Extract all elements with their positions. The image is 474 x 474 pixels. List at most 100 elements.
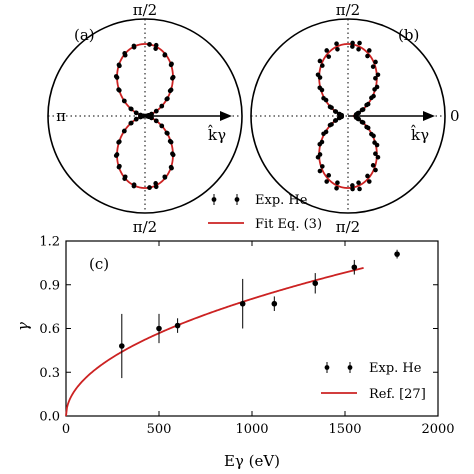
polar-a-point-36-upper: [114, 152, 120, 157]
polar-b-point-3-lower: [370, 163, 376, 168]
panel-label-b: (b): [398, 26, 419, 44]
polar-a-point-28-upper: [165, 131, 170, 136]
polar-a-point-35-upper: [117, 163, 122, 169]
data-point-3: [239, 300, 246, 307]
polar-b-point-25-lower: [373, 76, 378, 81]
polar-b-point-28-lower: [365, 101, 371, 107]
polar-a-point-25-lower: [168, 62, 174, 68]
polar-a-point-30-upper: [154, 118, 159, 124]
data-point-6: [351, 264, 358, 271]
polar-a-point-26-upper: [170, 152, 176, 158]
polar-b-point-26-upper: [374, 142, 380, 148]
polar-legend-fit-label: Fit Eq. (3): [255, 217, 322, 232]
chart-c: 0 500 1000 1500 2000 0.0 0.3 0.6 0.9 1.2 (c) γ Eγ…: [14, 235, 455, 471]
x-tick-label: 1500: [328, 422, 361, 437]
polar-b-point-13-upper: [317, 58, 323, 64]
x-tick-label: 2000: [421, 422, 454, 437]
polar-a-point-33-upper: [131, 182, 137, 188]
polar-b-point-25-upper: [373, 151, 378, 156]
chart-c-legend-data-label: Exp. He: [369, 361, 422, 376]
polar-b-point-23-lower: [365, 53, 370, 59]
y-tick-label: 0.6: [39, 322, 60, 337]
polar-b-point-31-lower: [335, 46, 340, 52]
polar-b-point-2-lower: [367, 179, 372, 184]
data-point-4: [271, 300, 278, 307]
polar-a-point-42-lower: [140, 113, 146, 119]
polar-a-point-27-lower: [167, 88, 173, 94]
polar-b-point-27-upper: [369, 131, 374, 137]
polar-b-point-36-lower: [321, 95, 326, 101]
polar-a-point-38-lower: [122, 98, 127, 104]
polar-a-point-29-lower: [159, 103, 164, 109]
polar-b-point-3-upper: [370, 64, 376, 69]
polar-b-point-24-lower: [373, 59, 378, 65]
polar-a-point-36-lower: [114, 75, 120, 80]
polar-b-point-29-lower: [359, 107, 365, 113]
data-point-2: [174, 322, 181, 329]
polar-b-point-4-lower: [375, 154, 381, 160]
polar-b-point-31-upper: [335, 180, 340, 186]
chart-c-y-axis-label: γ: [14, 322, 32, 331]
polar-b-k-arrowhead: [423, 111, 435, 121]
polar-a-point-34-lower: [122, 51, 127, 56]
polar-b-point-0-upper: [350, 40, 355, 46]
polar-b-point-0-lower: [350, 186, 355, 192]
polar-b-point-22-upper: [357, 186, 362, 192]
polar-b-point-23-upper: [365, 173, 370, 179]
polar-b-point-29-upper: [359, 119, 365, 125]
polar-b-point-33-lower: [320, 63, 325, 68]
polar-b-point-37-lower: [329, 105, 334, 110]
polar-b-point-32-lower: [324, 48, 330, 53]
polar-a-k-label: k̂γ: [207, 125, 226, 144]
polar-a-point-29-upper: [159, 123, 164, 129]
polar-b-point-30-lower: [356, 110, 362, 116]
polar-b-point-37-upper: [329, 122, 334, 127]
chart-c-legend-marker-1: [324, 365, 330, 370]
polar-b-point-34-upper: [315, 154, 321, 160]
polar-a-point-25-upper: [168, 164, 174, 170]
polar-a-point-23-upper: [153, 184, 159, 190]
polar-a-point-40-upper: [134, 116, 139, 122]
y-tick-label: 0.3: [39, 366, 60, 381]
polar-a-left-angle: π: [56, 107, 66, 125]
polar-b-point-1-lower: [356, 180, 361, 186]
polar-b-point-35-upper: [319, 139, 325, 145]
polar-b-point-28-upper: [365, 125, 371, 131]
polar-a-point-39-upper: [128, 120, 134, 126]
panel-label-a: (a): [74, 26, 95, 44]
polar-legend-data-label: Exp. He: [255, 193, 308, 208]
polar-b-point-1-upper: [356, 46, 361, 52]
polar-a-point-30-lower: [154, 108, 159, 114]
polar-b-point-2-upper: [367, 48, 372, 53]
polar-a-top-angle: π/2: [133, 1, 157, 19]
polar-a-point-33-lower: [131, 44, 137, 50]
polar-b-right-angle: 0: [450, 107, 460, 125]
polar-legend: Exp. He Fit Eq. (3): [208, 193, 322, 232]
chart-c-legend-marker-2: [347, 365, 353, 370]
polar-b-point-38-lower: [332, 109, 338, 114]
polar-b-point-27-lower: [369, 95, 374, 101]
polar-a-point-22-lower: [147, 42, 152, 47]
polar-a-point-38-upper: [122, 128, 127, 134]
polar-b-point-34-lower: [315, 72, 321, 78]
polar-b-point-11-lower: [334, 185, 339, 191]
polar-a-point-23-lower: [153, 42, 159, 48]
polar-a-bottom-angle: π/2: [133, 218, 157, 236]
panel-label-c: (c): [89, 255, 109, 273]
data-point-5: [312, 280, 319, 287]
x-tick-label: 0: [62, 422, 70, 437]
polar-b-point-40-lower: [339, 112, 344, 118]
polar-panel-b: (b) π/2 π/2 0 k̂γ: [250, 1, 460, 236]
polar-b-point-26-lower: [374, 84, 380, 90]
chart-c-fit-curve: [65, 266, 364, 417]
polar-a-point-1-upper: [153, 46, 158, 51]
chart-c-ticks: 0 500 1000 1500 2000 0.0 0.3 0.6 0.9 1.2: [39, 235, 454, 438]
polar-a-point-24-lower: [162, 52, 168, 58]
polar-a-point-35-lower: [117, 63, 122, 69]
polar-b-point-12-upper: [326, 54, 332, 59]
polar-a-point-26-lower: [170, 74, 176, 80]
polar-b-point-33-upper: [320, 164, 325, 169]
polar-a-point-40-lower: [134, 110, 139, 116]
polar-b-point-36-upper: [321, 131, 326, 137]
